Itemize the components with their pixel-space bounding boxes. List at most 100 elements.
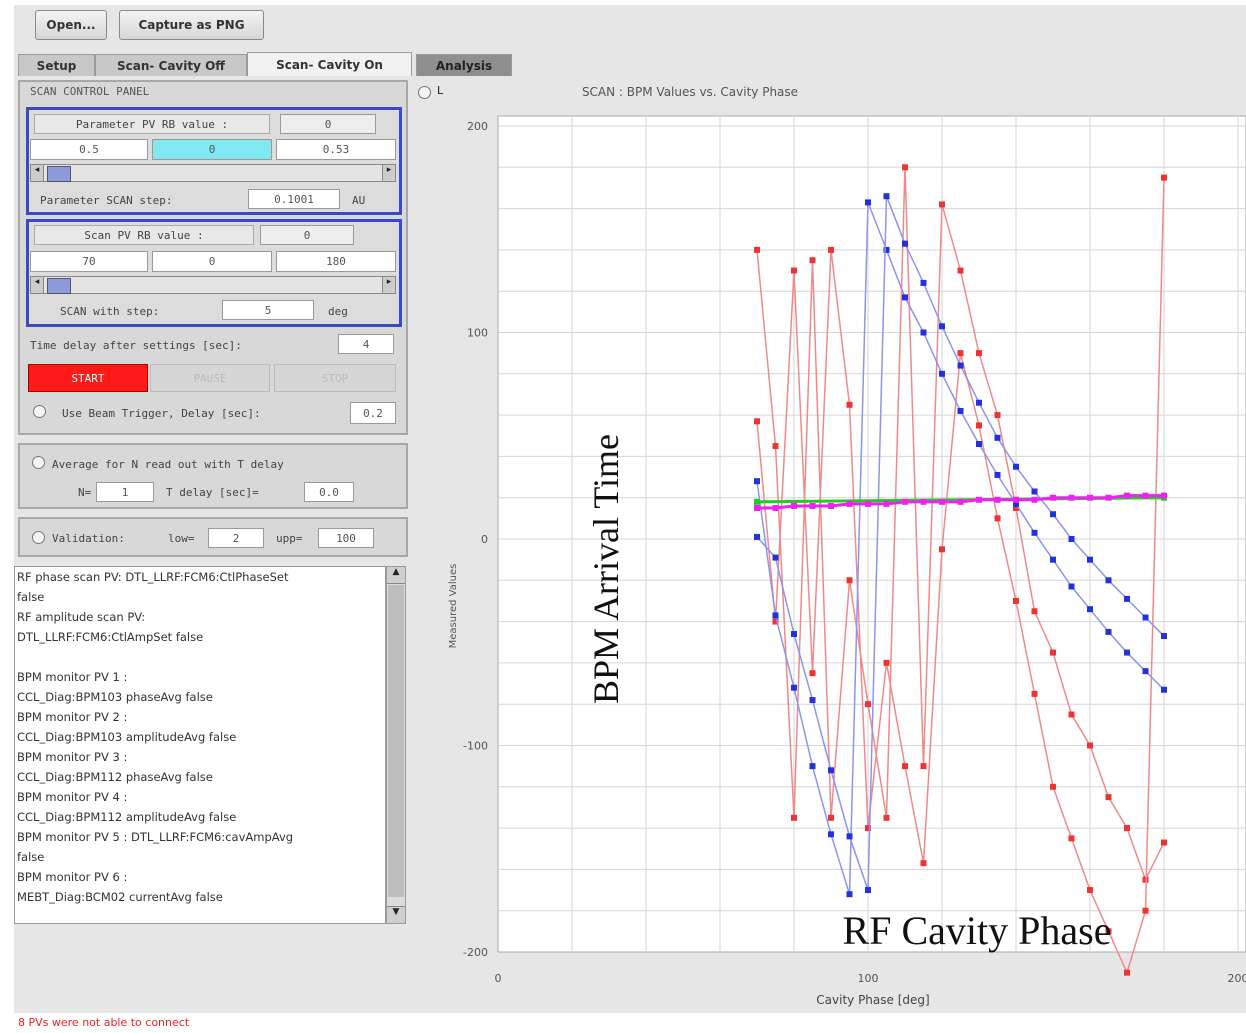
scan-current-field[interactable]: 0 <box>152 251 272 272</box>
parameter-min-field[interactable]: 0.5 <box>30 139 148 160</box>
scroll-down-icon[interactable]: ▼ <box>387 906 405 923</box>
status-bar <box>14 1013 1246 1033</box>
t-delay-field[interactable]: 0.0 <box>304 482 354 502</box>
open-button[interactable]: Open... <box>35 10 107 40</box>
data-point-blue <box>1087 556 1093 563</box>
stop-button[interactable]: STOP <box>274 364 396 392</box>
slider-right-arrow-icon[interactable]: ▸ <box>382 277 395 293</box>
data-point-red <box>902 164 908 171</box>
log-line: CCL_Diag:BPM103 amplitudeAvg false <box>17 730 237 744</box>
pv-log-text-area[interactable]: RF phase scan PV: DTL_LLRF:FCM6:CtlPhase… <box>14 566 386 924</box>
data-point-red <box>1142 907 1149 914</box>
validation-radio[interactable] <box>32 531 45 544</box>
parameter-max-field[interactable]: 0.53 <box>276 139 396 160</box>
beam-trigger-label: Use Beam Trigger, Delay [sec]: <box>62 406 261 420</box>
n-label: N= <box>78 485 92 499</box>
t-delay-label: T delay [sec]= <box>166 485 259 499</box>
data-point-red <box>1068 711 1075 718</box>
data-point-red <box>828 814 834 821</box>
validation-label: Validation: <box>52 531 125 545</box>
n-field[interactable]: 1 <box>96 482 154 502</box>
data-point-red <box>1142 876 1149 883</box>
data-point-magenta <box>1050 494 1056 501</box>
pause-button[interactable]: PAUSE <box>150 364 270 392</box>
log-line: false <box>17 590 45 604</box>
scan-chart[interactable]: SCAN : BPM Values vs. Cavity Phase 200 10… <box>410 76 1246 1016</box>
data-point-magenta <box>902 498 908 505</box>
scan-slider-thumb[interactable] <box>47 278 71 294</box>
capture-png-button[interactable]: Capture as PNG <box>119 10 264 40</box>
y-axis-label: Measured Values <box>448 564 459 649</box>
slider-left-arrow-icon[interactable]: ◂ <box>31 277 44 293</box>
upp-label: upp= <box>276 531 303 545</box>
tab-scan-cavity-off[interactable]: Scan- Cavity Off <box>95 54 247 76</box>
data-point-blue <box>1068 536 1075 542</box>
data-point-magenta <box>1068 494 1075 501</box>
scan-slider[interactable]: ◂ ▸ <box>30 276 396 294</box>
slider-left-arrow-icon[interactable]: ◂ <box>31 165 44 181</box>
data-point-red <box>1031 690 1038 697</box>
data-point-magenta <box>865 500 871 507</box>
slider-right-arrow-icon[interactable]: ▸ <box>382 165 395 181</box>
tab-setup[interactable]: Setup <box>18 54 95 76</box>
parameter-current-field[interactable]: 0 <box>152 139 272 160</box>
x-overlay-label: RF Cavity Phase <box>843 908 1112 953</box>
data-point-blue <box>976 399 982 406</box>
data-point-red <box>1013 597 1019 604</box>
data-point-red <box>846 401 853 408</box>
data-point-magenta <box>1124 492 1130 499</box>
time-delay-field[interactable]: 4 <box>338 334 394 354</box>
parameter-step-field[interactable]: 0.1001 <box>248 189 340 209</box>
data-point-magenta <box>1105 494 1112 501</box>
data-point-blue <box>957 362 964 369</box>
data-point-red <box>1050 783 1056 790</box>
low-field[interactable]: 2 <box>208 528 264 548</box>
chart-ticks: 200 100 0 -100 -200 0 100 200 <box>463 120 1246 985</box>
scan-max-field[interactable]: 180 <box>276 251 396 272</box>
log-scrollbar[interactable]: ▲ ▼ <box>386 566 406 924</box>
data-point-magenta <box>846 500 853 507</box>
data-point-red <box>1161 174 1167 181</box>
plot-legend-toggle-label: L <box>437 84 444 97</box>
data-point-red <box>1161 839 1167 846</box>
x-tick-label: 200 <box>1228 972 1246 985</box>
data-point-magenta <box>920 498 927 505</box>
data-point-blue <box>846 891 853 898</box>
log-scrollbar-thumb[interactable] <box>388 585 404 897</box>
data-point-blue <box>976 441 982 448</box>
data-point-red <box>902 763 908 770</box>
scan-step-field[interactable]: 5 <box>222 300 314 320</box>
data-point-blue <box>1013 500 1019 507</box>
data-point-magenta <box>772 505 779 512</box>
data-point-magenta <box>1031 496 1038 503</box>
log-line <box>17 647 383 667</box>
plot-legend-toggle[interactable] <box>418 86 431 99</box>
data-point-red <box>1087 742 1093 749</box>
data-point-red <box>1050 649 1056 656</box>
log-line: BPM monitor PV 4 : <box>17 790 128 804</box>
parameter-slider[interactable]: ◂ ▸ <box>30 164 396 182</box>
data-point-blue <box>791 630 797 637</box>
tab-analysis[interactable]: Analysis <box>416 54 512 76</box>
data-point-blue <box>994 471 1001 478</box>
data-point-blue <box>1142 668 1149 675</box>
log-line: false <box>17 850 45 864</box>
upp-field[interactable]: 100 <box>318 528 374 548</box>
average-radio[interactable] <box>32 456 45 469</box>
data-point-blue <box>1161 633 1167 640</box>
data-point-magenta <box>1087 494 1093 501</box>
data-point-red <box>939 201 945 208</box>
start-button[interactable]: START <box>28 364 148 392</box>
parameter-slider-thumb[interactable] <box>47 166 71 182</box>
data-point-red <box>976 422 982 429</box>
data-point-blue <box>939 370 945 377</box>
tab-scan-cavity-on[interactable]: Scan- Cavity On <box>247 52 412 76</box>
beam-trigger-delay-field[interactable]: 0.2 <box>350 402 396 424</box>
data-point-red <box>920 860 927 867</box>
data-point-blue <box>1124 595 1130 602</box>
scan-min-field[interactable]: 70 <box>30 251 148 272</box>
data-point-red <box>939 546 945 553</box>
data-point-red <box>994 412 1001 419</box>
beam-trigger-radio[interactable] <box>33 405 46 418</box>
scroll-up-icon[interactable]: ▲ <box>387 567 405 584</box>
